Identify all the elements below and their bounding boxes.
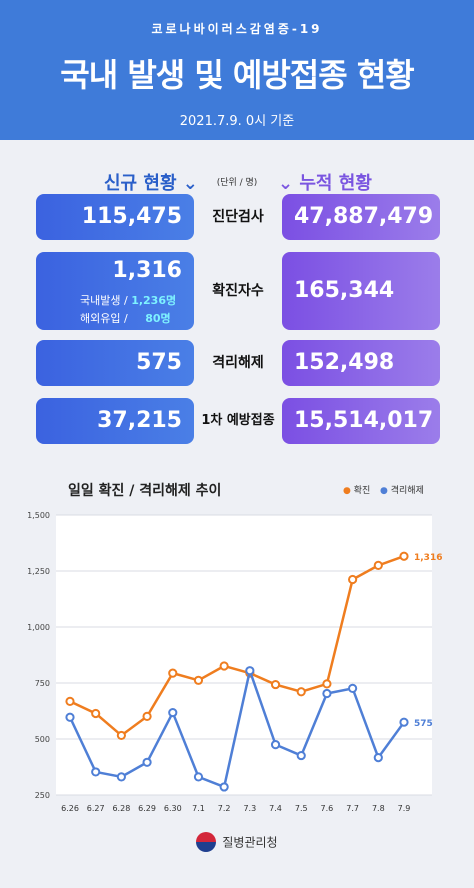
y-tick-label: 1,250: [27, 567, 50, 576]
domestic-detail: 국내발생 / 1,236명: [80, 294, 177, 307]
chart-title: 일일 확진 / 격리해제 추이: [68, 483, 222, 499]
chevron-down-icon: ⌄: [182, 173, 198, 194]
released-point: [373, 752, 383, 763]
reference-date: 2021.7.9. 0시 기준: [179, 114, 295, 129]
confirmed-point: [219, 661, 229, 671]
plot-area: [56, 515, 432, 795]
new-confirmed-value: 1,316: [112, 258, 182, 283]
line-chart: 1,500 1,250 1,000 750 500 250 6.26 6.27 6.28 6.29…: [27, 511, 442, 813]
y-tick-label: 250: [35, 791, 50, 800]
confirmed-point: [116, 730, 126, 741]
vaccination-label: 1차 예방접종: [201, 413, 275, 428]
tests-label: 진단검사: [212, 209, 264, 225]
released-point: [65, 712, 75, 722]
cum-tests-value: 47,887,479: [294, 204, 434, 229]
cumulative-status-header: ⌄ 누적 현황: [278, 173, 372, 194]
x-tick-label: 7.1: [192, 804, 205, 813]
y-tick-label: 1,500: [27, 511, 50, 520]
released-point: [296, 750, 306, 761]
cum-released-box: 152,498: [282, 340, 440, 386]
chevron-down-icon: ⌄: [278, 173, 294, 194]
kdca-logo-icon: [196, 832, 217, 852]
new-released-value: 575: [136, 350, 182, 375]
confirmed-point: [270, 679, 281, 690]
confirmed-point: [142, 711, 152, 721]
confirmed-point: [168, 668, 178, 678]
page-title: 국내 발생 및 예방접종 현황: [60, 56, 414, 94]
released-point: [116, 772, 126, 782]
confirmed-point: [65, 696, 75, 706]
confirmed-label: 확진자수: [212, 283, 264, 299]
released-point: [399, 717, 409, 727]
confirmed-point: [322, 679, 332, 689]
legend-confirmed: ● 확진: [343, 486, 371, 496]
x-tick-label: 7.9: [398, 804, 411, 813]
x-tick-label: 7.6: [321, 804, 334, 813]
y-tick-label: 750: [35, 679, 50, 688]
released-point: [142, 757, 152, 767]
confirmed-point: [296, 687, 306, 697]
new-confirmed-box: 1,316 국내발생 / 1,236명 해외유입 / 80명: [36, 252, 194, 330]
cum-confirmed-value: 165,344: [294, 278, 395, 303]
x-tick-label: 7.8: [372, 804, 385, 813]
new-vaccination-value: 37,215: [97, 408, 182, 433]
x-tick-label: 7.5: [295, 804, 308, 813]
x-tick-label: 6.29: [138, 804, 156, 813]
x-tick-label: 7.2: [218, 804, 231, 813]
x-tick-label: 7.4: [269, 804, 282, 813]
cum-tests-box: 47,887,479: [282, 194, 440, 240]
released-label: 격리해제: [212, 355, 264, 371]
released-point: [270, 740, 281, 750]
legend-released: ● 격리해제: [380, 486, 424, 496]
new-vaccination-box: 37,215: [36, 398, 194, 444]
released-point: [193, 772, 204, 782]
new-status-header: 신규 현황 ⌄: [104, 173, 198, 194]
released-end-label: 575: [414, 719, 433, 729]
confirmed-series-line: [69, 555, 405, 738]
released-point: [245, 666, 255, 676]
cum-confirmed-box: 165,344: [282, 252, 440, 330]
new-released-box: 575: [36, 340, 194, 386]
x-tick-label: 7.3: [243, 804, 256, 813]
x-tick-label: 6.27: [87, 804, 105, 813]
footer: 질병관리청: [0, 832, 474, 852]
header-supertitle: 코로나바이러스감염증-19: [151, 22, 323, 36]
x-tick-label: 7.7: [346, 804, 359, 813]
cum-vaccination-value: 15,514,017: [294, 408, 434, 433]
released-point: [322, 688, 332, 699]
x-tick-label: 6.26: [61, 804, 79, 813]
confirmed-point: [193, 675, 204, 685]
new-tests-box: 115,475: [36, 194, 194, 240]
confirmed-point: [91, 708, 101, 719]
y-tick-label: 500: [35, 735, 50, 744]
released-point: [168, 707, 178, 718]
released-point: [219, 782, 229, 792]
y-tick-label: 1,000: [27, 623, 50, 632]
cum-vaccination-box: 15,514,017: [282, 398, 440, 444]
confirmed-point: [348, 574, 358, 585]
confirmed-point: [373, 560, 383, 571]
x-tick-label: 6.28: [112, 804, 130, 813]
x-tick-label: 6.30: [164, 804, 182, 813]
confirmed-end-label: 1,316: [414, 553, 442, 563]
confirmed-point: [399, 551, 409, 561]
cum-released-value: 152,498: [294, 350, 395, 375]
released-point: [91, 767, 101, 777]
org-name: 질병관리청: [222, 835, 278, 850]
unit-label: (단위 / 명): [216, 178, 258, 188]
released-point: [348, 683, 358, 693]
header-banner: 코로나바이러스감염증-19 국내 발생 및 예방접종 현황 2021.7.9. …: [0, 0, 474, 140]
overseas-detail: 해외유입 / 80명: [80, 312, 171, 325]
new-tests-value: 115,475: [81, 204, 182, 229]
